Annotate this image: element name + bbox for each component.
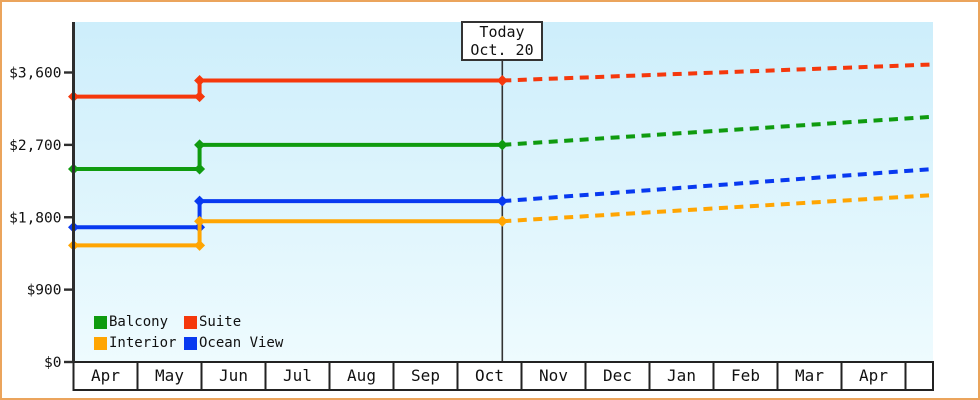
x-axis-month-label: Jul — [283, 366, 312, 385]
series-suite-marker — [194, 91, 206, 103]
plot-background — [73, 22, 933, 362]
legend-item-balcony: Balcony — [94, 314, 184, 330]
series-suite-forecast-line — [502, 62, 934, 83]
legend-label-interior: Interior — [109, 335, 177, 351]
series-interior-marker — [194, 215, 206, 227]
series-ocean-view-forecast-line — [502, 167, 934, 204]
legend: Balcony Suite Interior Ocean View — [94, 314, 283, 351]
today-annotation-line2: Oct. 20 — [470, 41, 534, 59]
legend-label-suite: Suite — [199, 314, 242, 330]
series-suite-marker — [194, 75, 206, 87]
today-annotation-box: Today Oct. 20 — [461, 21, 543, 61]
y-axis-tick-label: $3,600 — [9, 66, 61, 82]
x-axis-month-label: Feb — [731, 366, 760, 385]
y-axis-tick-label: $1,800 — [9, 210, 61, 226]
series-ocean-view-marker — [496, 195, 508, 207]
suite-swatch-icon — [184, 315, 197, 329]
x-axis-month-label: Jan — [667, 366, 696, 385]
series-suite-marker — [496, 75, 508, 87]
y-axis-tick-label: $900 — [27, 283, 62, 299]
ocean-view-swatch-icon — [184, 336, 197, 350]
x-axis-month-label: Aug — [347, 366, 376, 385]
legend-item-ocean-view: Ocean View — [184, 335, 283, 351]
series-balcony-marker — [194, 139, 206, 151]
series-interior-marker — [496, 215, 508, 227]
series-interior-marker — [194, 239, 206, 251]
interior-swatch-icon — [94, 336, 107, 350]
y-axis-tick-label: $0 — [44, 355, 61, 371]
series-ocean-view-history-line — [73, 199, 503, 230]
today-annotation-line1: Today — [479, 23, 525, 41]
x-axis-month-label: Nov — [539, 366, 568, 385]
x-axis-month-label: Mar — [795, 366, 824, 385]
x-axis-month-label: Apr — [91, 366, 120, 385]
balcony-swatch-icon — [94, 315, 107, 329]
series-interior-history-line — [73, 219, 503, 248]
x-axis-month-label: Apr — [859, 366, 888, 385]
series-balcony-marker — [194, 163, 206, 175]
y-axis-tick-label: $2,700 — [9, 138, 61, 154]
series-suite-history-line — [73, 78, 503, 99]
series-balcony-marker — [496, 139, 508, 151]
legend-label-ocean-view: Ocean View — [199, 335, 284, 351]
x-axis-month-label: Sep — [411, 366, 440, 385]
x-axis-month-label: Oct — [475, 366, 504, 385]
series-interior-forecast-line — [502, 193, 934, 224]
x-axis-month-label: Jun — [219, 366, 248, 385]
x-axis-month-label: May — [155, 366, 184, 385]
series-ocean-view-marker — [194, 195, 206, 207]
series-balcony-history-line — [73, 142, 503, 171]
x-axis-month-label: Dec — [603, 366, 632, 385]
x-axis-row — [72, 361, 934, 391]
legend-item-interior: Interior — [94, 335, 184, 351]
legend-label-balcony: Balcony — [109, 314, 169, 330]
legend-item-suite: Suite — [184, 314, 283, 330]
series-balcony-forecast-line — [502, 114, 934, 147]
